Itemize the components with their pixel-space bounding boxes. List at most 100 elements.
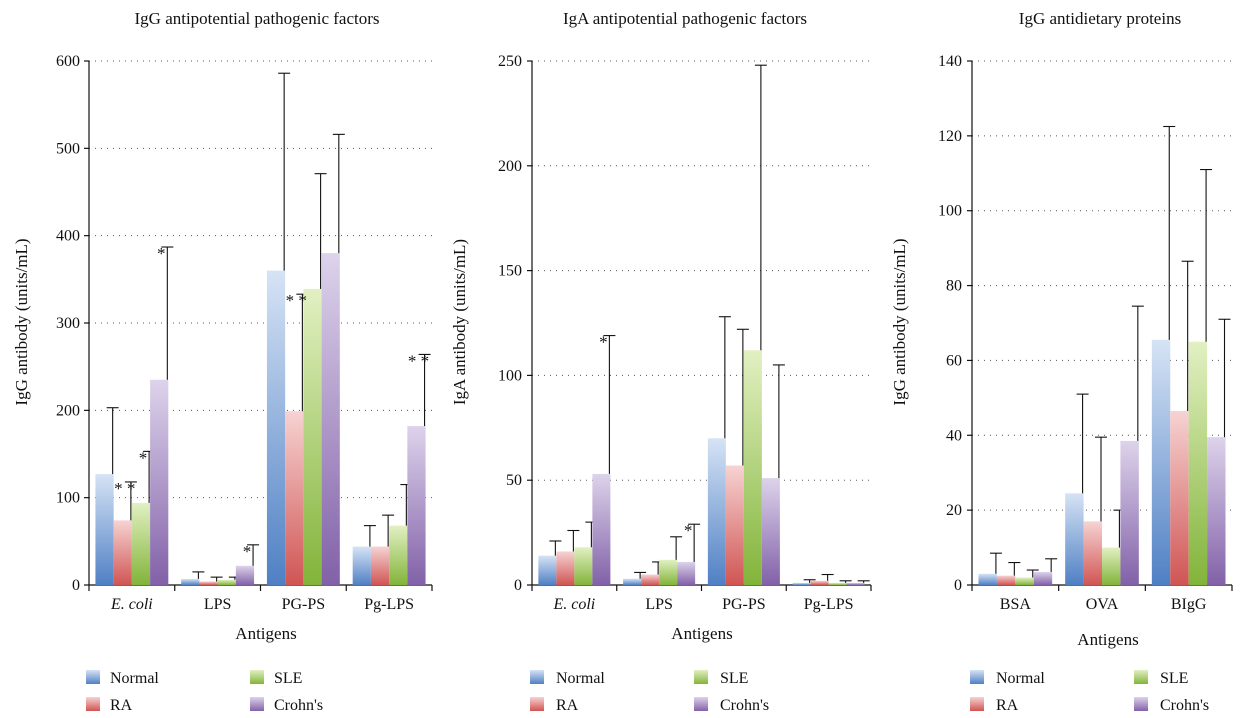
bar-ra-pg-ps [725,465,744,585]
bar-crohn-s-lps [677,561,696,585]
y-tick-label: 200 [56,402,80,419]
y-tick-label: 20 [946,502,962,519]
bar-normal-bsa [978,573,997,585]
significance-marker: * [139,448,148,467]
bar-sle-ova [1102,547,1121,585]
legend-label-ra: RA [110,697,133,714]
y-tick-label: 60 [946,352,962,369]
plot-area: 0 100 200 300 400 500 600 E. coli LPS PG-PS Pg-LPS… [56,53,433,613]
y-axis-label: IgG antibody (units/mL) [12,238,31,405]
bar-normal-bigg [1151,339,1171,585]
y-tick-label: 0 [954,577,962,594]
bar-crohn-s-e-coli [592,473,611,585]
y-axis-label: IgG antibody (units/mL) [890,238,909,405]
bar-sle-lps [659,559,678,585]
legend-label-normal: Normal [996,670,1045,687]
x-tick-label: LPS [204,596,232,613]
x-tick-label: Pg-LPS [364,596,414,613]
x-axis-label: Antigens [235,624,296,643]
y-tick-label: 500 [56,140,80,157]
bar-ra-bigg [1170,410,1189,585]
y-tick-label: 100 [498,367,522,384]
bar-ra-e-coli [113,520,132,585]
y-tick-label: 600 [56,53,80,70]
y-tick-label: 50 [506,472,522,489]
significance-marker: * [684,521,693,540]
legend-label-sle: SLE [1160,670,1188,687]
y-tick-label: 400 [56,228,80,245]
bar-ra-lps [199,581,218,585]
x-tick-label: BSA [1000,596,1032,613]
bar-sle-pg-ps [743,350,762,585]
legend-swatch-crohns [1134,697,1148,711]
bar-crohn-s-bigg [1207,437,1226,585]
significance-marker: * * [408,351,429,370]
legend-label-normal: Normal [556,670,605,687]
bar-normal-pg-lps [352,546,371,585]
x-tick-label: Pg-LPS [804,596,854,613]
bar-sle-lps [217,579,236,585]
chart-panel-3: IgG antidietary proteins IgG antibody (u… [890,9,1233,714]
bar-crohn-s-e-coli [150,379,169,585]
legend-swatch-sle [694,670,708,684]
bar-crohn-s-ova [1120,440,1139,585]
x-tick-label: BIgG [1171,596,1207,613]
legend-swatch-crohns [250,697,264,711]
bar-ra-bsa [996,575,1016,585]
x-tick-label: E. coli [552,596,595,613]
x-tick-label: LPS [645,596,673,613]
bar-sle-pg-ps [303,288,322,585]
y-tick-label: 0 [514,577,522,594]
legend: Normal SLE RA Crohn's [970,670,1209,714]
legend-label-crohns: Crohn's [274,697,323,714]
bar-crohn-s-pg-lps [846,582,865,585]
legend-swatch-crohns [694,697,708,711]
y-tick-label: 300 [56,315,80,332]
legend-swatch-normal [530,670,544,684]
legend: Normal SLE RA Crohn's [530,670,769,714]
bar-crohn-s-pg-lps [407,426,426,585]
legend-label-normal: Normal [110,670,159,687]
significance-marker: * [157,244,166,263]
legend-swatch-sle [250,670,264,684]
y-tick-label: 250 [498,53,522,70]
y-axis-label: IgA antibody (units/mL) [450,239,469,405]
legend-swatch-sle [1134,670,1148,684]
bar-sle-pg-lps [389,525,408,585]
x-tick-label: OVA [1086,596,1119,613]
legend-swatch-normal [86,670,100,684]
bar-ra-e-coli [556,551,575,585]
y-tick-label: 80 [946,278,962,295]
bar-normal-pg-ps [707,438,726,585]
bar-ra-lps [641,574,660,585]
bar-crohn-s-pg-ps [321,253,340,585]
plot-area: 0 50 100 150 200 250 E. coli LPS PG-PS Pg-LPS * * [498,53,872,613]
bar-crohn-s-pg-ps [761,478,780,585]
legend-swatch-ra [530,697,544,711]
bar-ra-pg-lps [810,580,829,585]
y-tick-label: 40 [946,427,962,444]
bar-sle-pg-lps [828,582,847,585]
plot-area: 0 20 40 60 80 100 120 140 BSA OVA BIgG [938,53,1233,613]
bar-ra-pg-lps [370,546,390,585]
bar-normal-e-coli [538,555,557,585]
y-tick-label: 100 [56,490,80,507]
legend: Normal SLE RA Crohn's [86,670,323,714]
bar-normal-lps [181,578,200,585]
y-tick-label: 200 [498,158,522,175]
legend-swatch-ra [86,697,100,711]
chart-title: IgA antipotential pathogenic factors [563,9,807,28]
y-tick-label: 150 [498,263,522,280]
y-tick-label: 0 [72,577,80,594]
x-axis-label: Antigens [671,624,732,643]
legend-swatch-ra [970,697,984,711]
y-tick-label: 120 [938,128,962,145]
chart-title: IgG antidietary proteins [1019,9,1181,28]
bar-crohn-s-bsa [1033,571,1053,585]
bar-normal-pg-lps [792,582,811,585]
legend-label-ra: RA [996,697,1019,714]
chart-panel-2: IgA antipotential pathogenic factors IgA… [450,9,872,714]
x-axis-label: Antigens [1077,630,1138,649]
bar-normal-pg-ps [266,270,286,585]
